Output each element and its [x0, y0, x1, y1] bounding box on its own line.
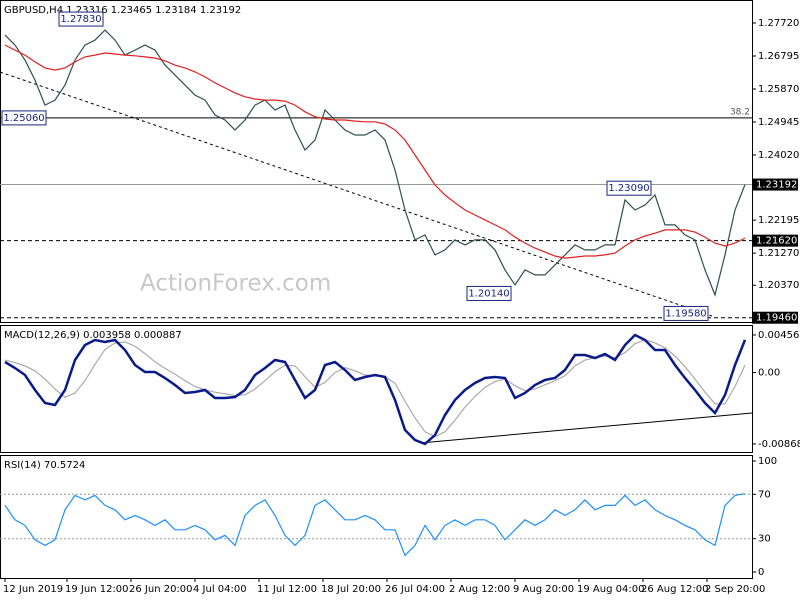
- panel-frame: [0, 0, 753, 323]
- series-line: [4, 493, 746, 557]
- x-tick-label: 19 Jun 12:00: [65, 584, 129, 595]
- x-tick-label: 11 Jul 12:00: [257, 584, 317, 595]
- price-annotation-label: 1.23090: [608, 183, 649, 194]
- watermark: ActionForex.com: [140, 271, 331, 297]
- panel-frame: [0, 325, 753, 453]
- level-tag-label: 1.19460: [756, 313, 797, 324]
- price-annotation: [466, 285, 512, 301]
- trend-line: [0, 71, 713, 317]
- price-annotation: [58, 11, 104, 27]
- x-tick-label: 2 Sep 20:00: [705, 584, 765, 595]
- panel-title: RSI(14) 70.5724: [4, 460, 85, 471]
- x-tick-label: 26 Jul 04:00: [385, 584, 445, 595]
- y-tick-label: 1.22195: [758, 215, 799, 226]
- series-line: [4, 338, 746, 438]
- series-line: [4, 333, 747, 446]
- level-tag-label: 1.21620: [756, 236, 797, 247]
- level-label: 38.2: [730, 107, 750, 117]
- y-tick-label: 1.21270: [758, 248, 799, 259]
- x-tick-label: 4 Jul 04:00: [193, 584, 247, 595]
- x-tick-label: 26 Jun 20:00: [129, 584, 193, 595]
- level-tag: [752, 234, 798, 247]
- y-tick-label: 1.20370: [758, 280, 799, 291]
- price-annotation: [1, 110, 47, 126]
- panel-frame: [0, 455, 753, 579]
- y-tick-label: 1.24945: [758, 117, 799, 128]
- price-annotation-label: 1.19580: [665, 308, 706, 319]
- y-tick-label: 1.27720: [758, 18, 799, 29]
- macd-trend-line: [419, 412, 753, 444]
- series-line: [4, 44, 746, 259]
- price-annotation-label: 1.25060: [3, 113, 44, 124]
- price-annotation: [663, 305, 709, 321]
- price-annotation: [606, 180, 652, 196]
- price-annotation-label: 1.27830: [60, 14, 101, 25]
- y-tick-label: 30: [758, 534, 771, 545]
- price-annotation-label: 1.20140: [468, 288, 509, 299]
- panel-title: GBPUSD,H4 1.23316 1.23465 1.23184 1.2319…: [4, 5, 241, 16]
- level-tag: [752, 311, 798, 324]
- y-tick-label: 70: [758, 489, 771, 500]
- y-tick-label: 1.24020: [758, 150, 799, 161]
- y-tick-label: 0.00: [758, 367, 780, 378]
- x-tick-label: 12 Jun 2019: [3, 584, 63, 595]
- level-tag: [752, 178, 798, 191]
- y-tick-label: 0: [758, 567, 764, 578]
- y-tick-label: 1.25870: [758, 84, 799, 95]
- level-tag-label: 1.23192: [756, 180, 797, 191]
- x-tick-label: 19 Aug 04:00: [577, 584, 644, 595]
- y-tick-label: -0.008683: [758, 439, 800, 450]
- panel-title: MACD(12,26,9) 0.003958 0.000887: [4, 330, 182, 341]
- y-tick-label: 0.00456: [758, 330, 799, 341]
- y-tick-label: 100: [758, 456, 777, 467]
- x-tick-label: 2 Aug 12:00: [449, 584, 510, 595]
- x-tick-label: 18 Jul 20:00: [321, 584, 381, 595]
- y-tick-label: 1.26795: [758, 51, 799, 62]
- x-tick-label: 9 Aug 20:00: [513, 584, 574, 595]
- x-tick-label: 26 Aug 12:00: [641, 584, 708, 595]
- series-line: [4, 29, 746, 297]
